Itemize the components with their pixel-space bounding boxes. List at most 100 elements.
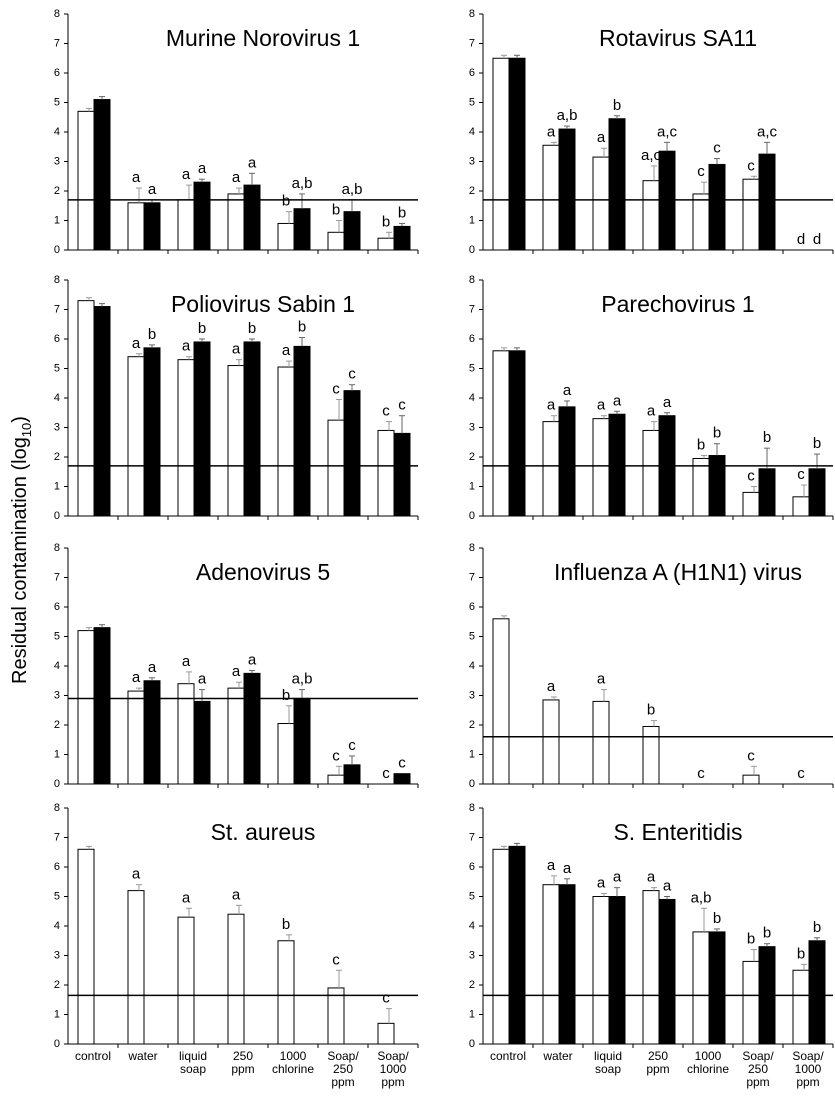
- bar: [143, 202, 161, 251]
- significance-label: a: [663, 878, 672, 895]
- y-tick-label: 4: [469, 660, 475, 672]
- significance-label: c: [332, 747, 340, 764]
- bar: [77, 630, 95, 785]
- x-tick-label: 1000: [695, 1049, 722, 1063]
- x-label-note: chlorine: [272, 1062, 314, 1076]
- bar: [708, 163, 726, 251]
- significance-label: a: [547, 123, 556, 140]
- bar: [758, 468, 776, 517]
- y-tick-label: 6: [54, 601, 60, 613]
- bar: [642, 890, 660, 1045]
- bar: [492, 57, 510, 251]
- significance-label: a,b: [557, 107, 578, 124]
- significance-label: c: [797, 466, 805, 483]
- bar: [492, 618, 510, 785]
- significance-label: c: [348, 737, 356, 754]
- bar: [393, 432, 411, 517]
- bar: [93, 99, 111, 251]
- bar: [558, 406, 576, 517]
- y-tick-label: 6: [54, 861, 60, 873]
- bar: [227, 193, 245, 251]
- bar: [193, 181, 211, 251]
- significance-label: b: [613, 97, 621, 114]
- y-tick-label: 1: [54, 1008, 60, 1020]
- bar: [792, 496, 810, 517]
- bar: [277, 723, 295, 785]
- significance-label: a: [232, 341, 241, 358]
- bar: [127, 356, 145, 517]
- significance-label: a: [148, 659, 157, 676]
- y-tick-label: 3: [54, 689, 60, 701]
- y-tick-label: 5: [54, 630, 60, 642]
- x-tick-label: 250: [748, 1062, 768, 1076]
- bar: [692, 931, 710, 1045]
- y-tick-label: 6: [469, 67, 475, 79]
- bar: [293, 345, 311, 517]
- significance-label: c: [747, 747, 755, 764]
- significance-label: a,c: [641, 147, 662, 164]
- significance-label: a: [132, 169, 141, 186]
- significance-label: a: [132, 669, 141, 686]
- significance-label: a: [597, 397, 606, 414]
- significance-label: a: [282, 342, 291, 359]
- y-tick-label: 6: [469, 601, 475, 613]
- y-tick-label: 2: [469, 979, 475, 991]
- bar: [808, 940, 826, 1045]
- significance-label: a: [232, 169, 241, 186]
- y-tick-label: 0: [54, 510, 60, 522]
- significance-label: a,b: [342, 181, 363, 198]
- bar: [377, 237, 395, 251]
- significance-label: a: [182, 889, 191, 906]
- y-tick-label: 6: [469, 333, 475, 345]
- y-tick-label: 0: [469, 778, 475, 790]
- y-tick-label: 7: [469, 303, 475, 315]
- significance-label: c: [332, 951, 340, 968]
- x-tick-label: 250: [648, 1049, 668, 1063]
- y-tick-label: 3: [469, 155, 475, 167]
- significance-label: b: [747, 931, 755, 948]
- significance-label: c: [382, 765, 390, 782]
- y-tick-label: 6: [54, 67, 60, 79]
- y-tick-label: 0: [54, 244, 60, 256]
- y-axis-label: Residual contamination (log10): [9, 416, 34, 684]
- x-tick-label: 1000: [795, 1062, 822, 1076]
- x-tick-label: soap: [180, 1062, 206, 1076]
- x-tick-label: Soap/: [792, 1049, 824, 1063]
- bar: [377, 1022, 395, 1045]
- y-tick-label: 3: [469, 689, 475, 701]
- y-tick-label: 5: [54, 362, 60, 374]
- y-tick-label: 3: [54, 155, 60, 167]
- bar: [808, 468, 826, 517]
- significance-label: b: [813, 435, 821, 452]
- y-tick-label: 2: [54, 719, 60, 731]
- y-tick-label: 1: [469, 1008, 475, 1020]
- bar: [327, 419, 345, 517]
- bar: [558, 128, 576, 251]
- significance-label: a: [613, 392, 622, 409]
- bar: [592, 700, 610, 785]
- x-tick-label: ppm: [331, 1075, 354, 1089]
- y-tick-label: 2: [469, 185, 475, 197]
- bar: [343, 211, 361, 251]
- significance-label: b: [282, 193, 290, 210]
- y-tick-label: 8: [54, 8, 60, 20]
- chart-title: Poliovirus Sabin 1: [171, 291, 355, 317]
- y-tick-label: 4: [469, 392, 475, 404]
- y-tick-label: 4: [54, 392, 60, 404]
- y-tick-label: 4: [469, 920, 475, 932]
- bar: [293, 697, 311, 785]
- significance-label: b: [282, 916, 290, 933]
- significance-label: a: [148, 181, 157, 198]
- significance-label: a: [248, 651, 257, 668]
- y-tick-label: 8: [54, 274, 60, 286]
- y-tick-label: 0: [469, 1038, 475, 1050]
- significance-label: d: [797, 231, 805, 248]
- x-tick-label: ppm: [746, 1075, 769, 1089]
- x-tick-label: control: [75, 1049, 111, 1063]
- y-label-end: ): [9, 416, 31, 423]
- bar: [343, 764, 361, 785]
- bar: [343, 390, 361, 517]
- bar: [592, 896, 610, 1045]
- significance-label: b: [398, 204, 406, 221]
